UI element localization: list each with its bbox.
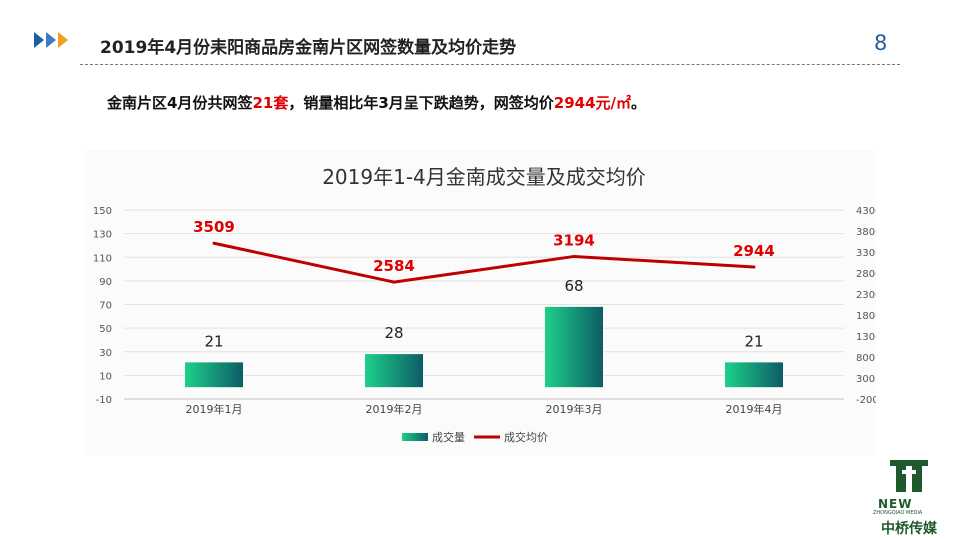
line-point xyxy=(212,241,216,245)
brand-new: NEW xyxy=(878,497,913,511)
y-left-tick-label: 90 xyxy=(99,277,112,288)
combo-chart: 2019年1-4月金南成交量及成交均价 21 28 68 21 3509 2584 3194… xyxy=(93,165,882,444)
y-right-tick-label: 3800 xyxy=(856,227,876,238)
bar xyxy=(725,362,783,388)
legend-label-line: 成交均价 xyxy=(504,430,548,444)
line-point xyxy=(752,265,756,269)
x-tick-label: 2019年2月 xyxy=(366,402,423,416)
y-right-tick-label: 1800 xyxy=(856,311,876,322)
y-right-tick-label: 1300 xyxy=(856,332,876,343)
y-right-tick-label: 2300 xyxy=(856,290,876,301)
zhongqiao-logo-icon xyxy=(890,460,928,492)
triple-chevron-right-icon xyxy=(34,32,70,48)
x-tick-label: 2019年3月 xyxy=(546,402,603,416)
y-left-tick-label: -10 xyxy=(96,395,112,406)
summary-price: 2944元/㎡ xyxy=(553,94,632,112)
chart-title: 2019年1-4月金南成交量及成交均价 xyxy=(322,165,646,189)
line-point xyxy=(572,254,576,258)
bar xyxy=(185,362,243,388)
legend-label-bar: 成交量 xyxy=(432,430,465,444)
y-left-tick-label: 10 xyxy=(99,371,112,382)
line-point xyxy=(392,280,396,284)
summary-count: 21套 xyxy=(252,94,289,112)
x-tick-label: 2019年1月 xyxy=(186,402,243,416)
bar-data-label: 68 xyxy=(564,277,583,295)
y-left-tick-label: 150 xyxy=(93,206,112,217)
line-data-label: 3509 xyxy=(193,218,235,236)
header: 2019年4月份耒阳商品房金南片区网签数量及均价走势 8 xyxy=(0,0,960,66)
y-right-tick-label: 2800 xyxy=(856,269,876,280)
bar xyxy=(545,306,603,388)
y-right-tick-label: 300 xyxy=(856,374,875,385)
brand-cn: 中桥传媒 xyxy=(881,521,937,537)
line-data-label: 3194 xyxy=(553,231,595,249)
price-line xyxy=(213,241,755,284)
page-title: 2019年4月份耒阳商品房金南片区网签数量及均价走势 xyxy=(100,38,517,58)
brand-sub: ZHONGQIAO MEDIA xyxy=(873,510,923,516)
chart-panel: 2019年1-4月金南成交量及成交均价 21 28 68 21 3509 2584 3194… xyxy=(84,150,882,455)
y-left-tick-label: 30 xyxy=(99,348,112,359)
brand-logo xyxy=(872,456,952,536)
x-tick-label: 2019年4月 xyxy=(726,402,783,416)
summary-middle: ，销量相比年3月呈下跌趋势，网签均价 xyxy=(288,94,554,112)
y-left-tick-label: 70 xyxy=(99,301,112,312)
summary-text: 金南片区4月份共网签21套，销量相比年3月呈下跌趋势，网签均价2944元/㎡。 xyxy=(107,92,646,113)
bar-data-label: 21 xyxy=(744,332,763,350)
legend-swatch-bar xyxy=(402,433,428,441)
y-right-tick-label: 800 xyxy=(856,353,875,364)
bar xyxy=(365,354,423,388)
page-number: 8 xyxy=(874,31,888,55)
line-data-label: 2584 xyxy=(373,257,415,275)
y-left-tick-label: 130 xyxy=(93,230,112,241)
summary-prefix: 金南片区4月份共网签 xyxy=(107,94,253,112)
y-right-tick-label: 3300 xyxy=(856,248,876,259)
y-right-tick-label: 4300 xyxy=(856,206,876,217)
line-data-label: 2944 xyxy=(733,242,775,260)
y-right-tick-label: -200 xyxy=(856,395,876,406)
bar-data-label: 21 xyxy=(204,332,223,350)
bar-data-label: 28 xyxy=(384,324,403,342)
header-divider xyxy=(80,64,900,65)
y-left-tick-label: 50 xyxy=(99,324,112,335)
y-left-tick-label: 110 xyxy=(93,253,112,264)
summary-suffix: 。 xyxy=(631,94,647,112)
